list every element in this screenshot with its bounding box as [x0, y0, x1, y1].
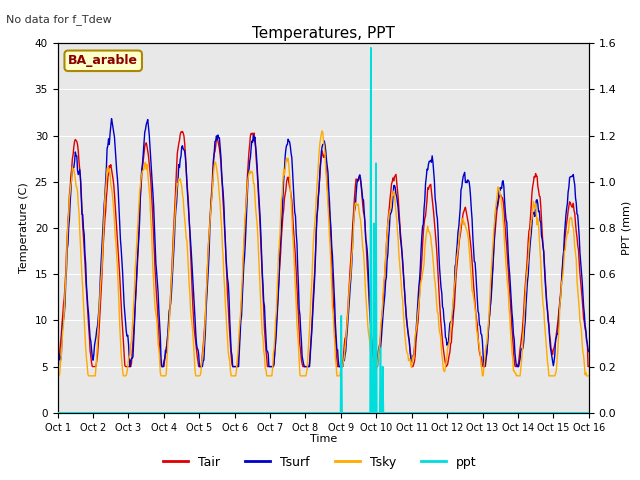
- Line: ppt: ppt: [58, 48, 589, 413]
- Text: No data for f_Tdew: No data for f_Tdew: [6, 14, 112, 25]
- Tair: [202, 313, 209, 319]
- Tsky: [318, 128, 326, 134]
- Title: Temperatures, PPT: Temperatures, PPT: [252, 25, 395, 41]
- ppt: [118, 410, 125, 416]
- X-axis label: Time: Time: [310, 434, 337, 444]
- Tsurf: [201, 341, 209, 347]
- Tsurf: [173, 201, 180, 206]
- Tair: [54, 346, 61, 352]
- Tsurf: [404, 328, 412, 334]
- ppt: [172, 410, 180, 416]
- Legend: Tair, Tsurf, Tsky, ppt: Tair, Tsurf, Tsky, ppt: [158, 451, 482, 474]
- Tsky: [172, 198, 180, 204]
- Tsky: [388, 191, 396, 197]
- ppt: [200, 410, 208, 416]
- Tair: [119, 326, 127, 332]
- ppt: [404, 410, 412, 416]
- Tsky: [63, 237, 71, 243]
- Tair: [404, 332, 412, 338]
- Tair: [88, 364, 96, 370]
- Tsky: [404, 351, 412, 357]
- ppt: [388, 410, 396, 416]
- Tair: [63, 235, 71, 240]
- Line: Tsky: Tsky: [58, 131, 589, 376]
- Tsky: [585, 373, 593, 379]
- Tsurf: [63, 246, 71, 252]
- Tsky: [54, 373, 61, 379]
- ppt: [585, 410, 593, 416]
- Y-axis label: Temperature (C): Temperature (C): [19, 182, 29, 274]
- Line: Tsurf: Tsurf: [58, 119, 589, 367]
- Tsurf: [119, 270, 127, 276]
- Line: Tair: Tair: [58, 132, 589, 367]
- Tair: [179, 129, 186, 134]
- Y-axis label: PPT (mm): PPT (mm): [622, 201, 632, 255]
- Tsurf: [585, 349, 593, 355]
- ppt: [63, 410, 71, 416]
- Tsky: [200, 340, 208, 346]
- ppt: [54, 410, 61, 416]
- Tair: [173, 166, 180, 172]
- Tsurf: [108, 116, 115, 121]
- Tsurf: [388, 204, 396, 210]
- Tair: [389, 175, 397, 181]
- Text: BA_arable: BA_arable: [68, 54, 138, 67]
- Tair: [585, 364, 593, 370]
- Tsky: [118, 359, 125, 365]
- Tsurf: [54, 364, 61, 370]
- ppt: [367, 45, 374, 51]
